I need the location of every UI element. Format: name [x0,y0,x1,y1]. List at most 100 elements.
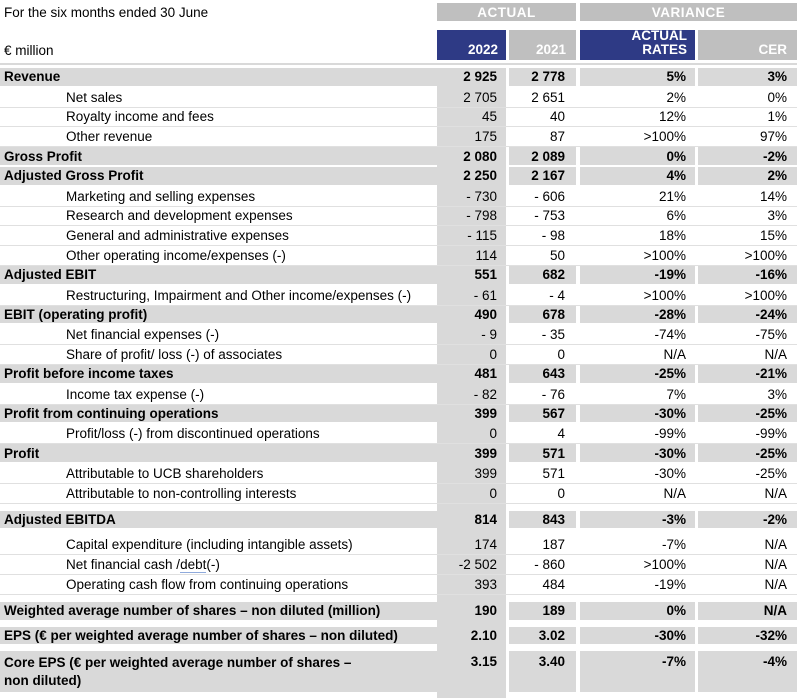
row-label: EPS (€ per weighted average number of sh… [0,626,437,645]
table-row: Attributable to non-controlling interest… [0,484,797,504]
table-row: Attributable to UCB shareholders 399 571 -3… [0,464,797,484]
value-2022: 114 [475,248,497,264]
column-header-actual-rates: ACTUAL RATES [580,28,695,60]
table-row: General and administrative expenses - 115… [0,226,797,247]
value-2021: - 35 [541,327,565,343]
value-2022: 481 [437,364,506,383]
row-label: General and administrative expenses [66,228,289,244]
value-2021: 2 778 [509,68,576,86]
value-actual-rates: -28% [580,305,695,324]
debt-link[interactable]: debt [180,556,207,573]
row-label-text: Net financial cash / [66,557,181,573]
value-actual-rates: >100% [643,129,686,145]
value-2022: 190 [437,601,506,620]
table-row: Profit/loss (-) from discontinued operat… [0,424,797,445]
value-2022: - 61 [473,287,497,303]
table-row: Marketing and selling expenses - 730 - 606… [0,187,797,207]
table-row: Profit 399 571 -30% -25% [0,444,797,462]
value-cer: N/A [764,557,787,573]
value-2022: 174 [474,537,497,553]
value-2022: 175 [474,129,497,145]
value-actual-rates: -30% [580,444,695,462]
value-2021: 0 [557,485,565,501]
row-label: Adjusted EBIT [0,265,437,284]
table-row: Adjusted Gross Profit 2 250 2 167 4% 2% [0,166,797,185]
table-row: EBIT (operating profit) 490 678 -28% -24% [0,305,797,324]
value-2022: 2 250 [437,166,506,185]
value-cer: N/A [698,601,797,620]
row-label: Revenue [0,68,437,86]
value-2022: 399 [474,465,497,481]
value-2022: 0 [489,485,497,501]
value-cer: -21% [698,364,797,383]
value-2021: 484 [542,576,565,592]
value-actual-rates: -74% [654,327,686,343]
row-label: Capital expenditure (including intangibl… [66,537,353,553]
value-cer: -25% [698,444,797,462]
value-actual-rates: N/A [663,485,686,501]
table-row: Operating cash flow from continuing oper… [0,575,797,595]
value-cer: -25% [698,404,797,423]
value-2022: 0 [489,347,497,363]
value-cer: N/A [764,485,787,501]
row-label: Profit before income taxes [0,364,437,383]
table-row: Restructuring, Impairment and Other inco… [0,286,797,306]
table-row: Profit from continuing operations 399 567-… [0,404,797,423]
row-label: Other operating income/expenses (-) [66,248,286,264]
period-label: For the six months ended 30 June [4,4,209,20]
table-row: Royalty income and fees 45 40 12% 1% [0,108,797,128]
row-label: EBIT (operating profit) [0,305,437,324]
value-2022: 2 925 [437,68,506,86]
value-cer: -25% [755,465,787,481]
value-actual-rates: -30% [580,404,695,423]
row-label: Research and development expenses [66,208,293,224]
value-2021: - 76 [541,386,565,402]
value-cer: 3% [767,208,787,224]
value-2022: -2 502 [458,557,497,573]
table-row: Other revenue 175 87 >100% 97% [0,127,797,148]
value-2022: 45 [481,109,497,125]
value-cer: >100% [744,287,787,303]
table-row: Net financial cash / debt (-) -2 502 - 860… [0,555,797,575]
column-group-actual: ACTUAL [437,3,576,21]
value-cer: -4% [698,651,797,692]
value-cer: 3% [698,68,797,86]
value-actual-rates: 21% [658,188,686,204]
value-2021: 87 [549,129,565,145]
value-actual-rates: >100% [643,248,686,264]
value-2021: 4 [557,426,565,442]
value-actual-rates: -25% [580,364,695,383]
value-2021: - 606 [534,188,565,204]
value-actual-rates: 4% [580,166,695,185]
row-label: Profit/loss (-) from discontinued operat… [66,426,320,442]
value-2021: 2 089 [509,147,576,165]
value-actual-rates: 7% [666,386,686,402]
table-row: Share of profit/ loss (-) of associates 0… [0,345,797,365]
column-header-2022: 2022 [437,30,506,60]
value-2022: 399 [437,444,506,462]
row-label: Net financial expenses (-) [66,327,220,343]
row-label: Operating cash flow from continuing oper… [66,576,349,592]
value-2022: - 115 [467,228,497,244]
value-2021: 567 [509,404,576,423]
value-cer: -24% [698,305,797,324]
table-row: Income tax expense (-) - 82 - 76 7% 3% [0,385,797,405]
value-2021: - 753 [534,208,565,224]
table-row: Other operating income/expenses (-) 114 50… [0,246,797,266]
value-2021: - 98 [541,228,565,244]
table-row: Gross Profit 2 080 2 089 0% -2% [0,147,797,165]
value-cer: -2% [698,147,797,165]
header-row-groups: For the six months ended 30 June ACTUAL … [0,3,800,21]
value-2022: 490 [437,305,506,324]
row-label: Attributable to UCB shareholders [66,465,264,481]
value-actual-rates: 0% [580,601,695,620]
value-actual-rates: -30% [580,626,695,645]
value-cer: 0% [767,89,787,105]
row-label: Net financial cash / debt (-) [0,555,437,574]
value-actual-rates: 0% [580,147,695,165]
value-actual-rates: -30% [654,465,686,481]
table-row: Weighted average number of shares – non … [0,601,797,620]
value-2021: 50 [549,248,565,264]
table-row: Net sales 2 705 2 651 2% 0% [0,88,797,108]
column-header-2021: 2021 [509,30,576,60]
